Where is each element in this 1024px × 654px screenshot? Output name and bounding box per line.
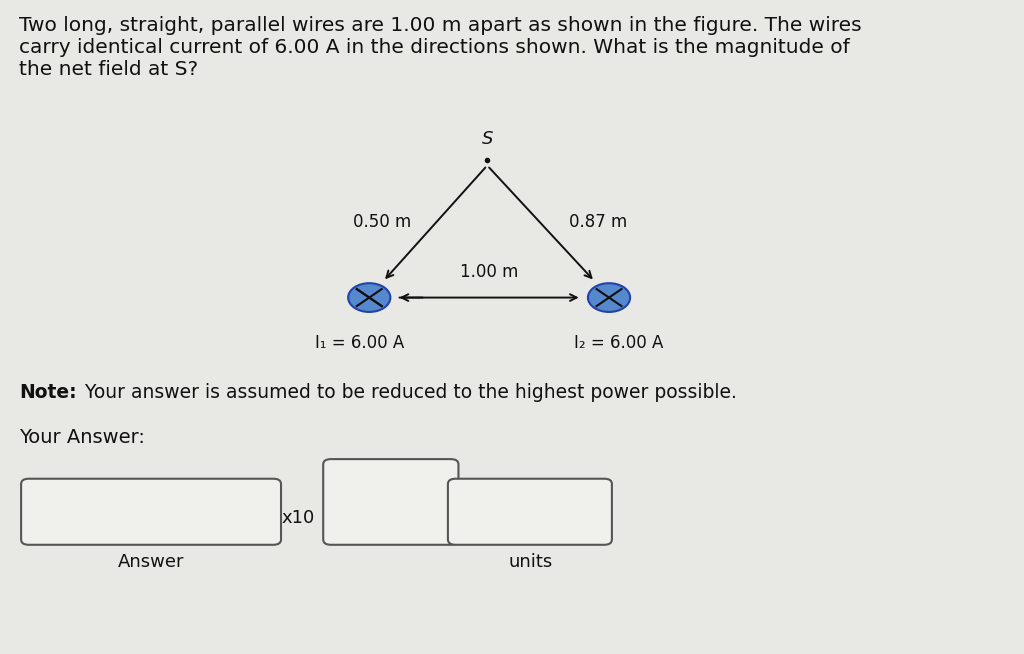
Text: Note:: Note:	[19, 383, 77, 402]
Text: Answer: Answer	[119, 553, 184, 571]
Text: 0.50 m: 0.50 m	[353, 213, 412, 232]
Text: I₁ = 6.00 A: I₁ = 6.00 A	[315, 334, 404, 352]
Text: Your answer is assumed to be reduced to the highest power possible.: Your answer is assumed to be reduced to …	[79, 383, 736, 402]
Circle shape	[588, 283, 630, 312]
FancyBboxPatch shape	[447, 479, 612, 545]
Text: I₂ = 6.00 A: I₂ = 6.00 A	[573, 334, 664, 352]
Text: Two long, straight, parallel wires are 1.00 m apart as shown in the figure. The : Two long, straight, parallel wires are 1…	[19, 16, 862, 79]
FancyBboxPatch shape	[324, 459, 459, 545]
Text: 1.00 m: 1.00 m	[460, 263, 518, 281]
Text: Your Answer:: Your Answer:	[19, 428, 145, 447]
Circle shape	[348, 283, 390, 312]
Text: 0.87 m: 0.87 m	[569, 213, 627, 232]
FancyBboxPatch shape	[22, 479, 281, 545]
Text: units: units	[508, 553, 553, 571]
Text: S: S	[481, 130, 493, 148]
Text: x10: x10	[281, 509, 314, 527]
